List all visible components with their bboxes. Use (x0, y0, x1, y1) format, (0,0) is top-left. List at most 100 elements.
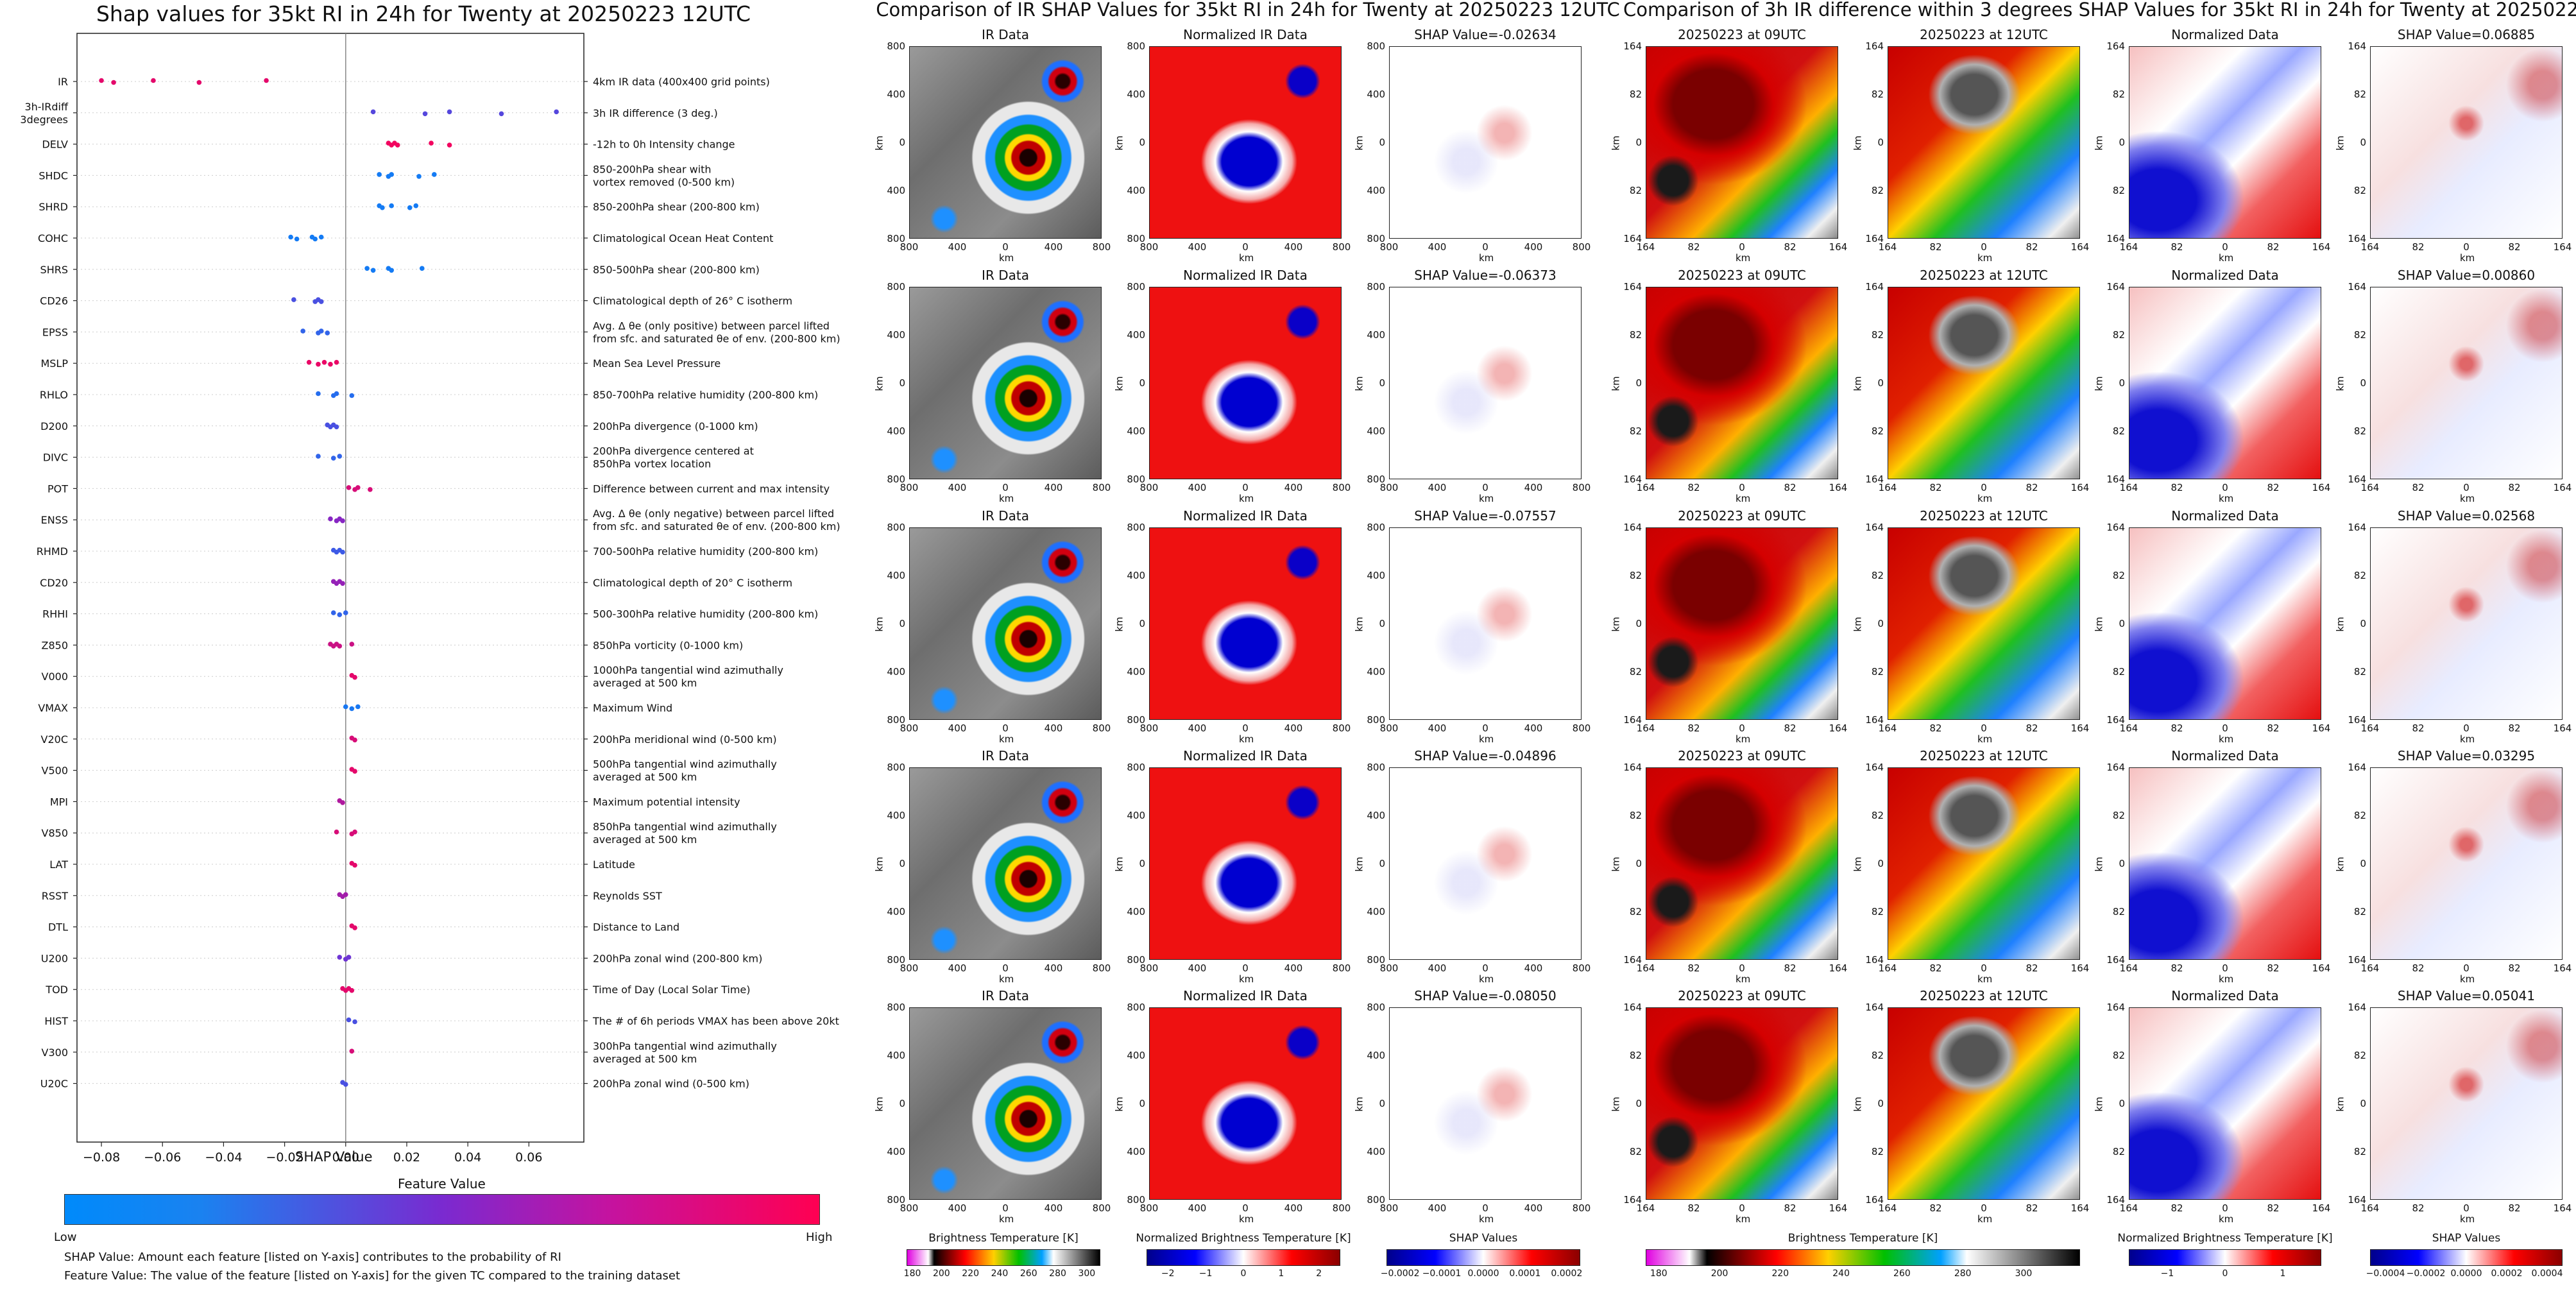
x-tick-label: 164 (1878, 962, 1897, 974)
y-axis-label: km (1852, 376, 1864, 391)
right-figure-title: Comparison of 3h IR difference within 3 … (1623, 0, 2576, 21)
y-tick-label: 0 (2119, 137, 2125, 148)
feature-description-label: 1000hPa tangential wind azimuthally avera… (593, 664, 783, 689)
x-tick-label: 164 (1829, 241, 1848, 253)
y-tick-label: 0 (1635, 1098, 1642, 1109)
x-axis-label: km (2460, 1213, 2475, 1225)
x-tick-label: 0 (1002, 962, 1009, 974)
y-tick-label: 400 (1367, 185, 1385, 196)
x-tick-label: 82 (1784, 1202, 1796, 1214)
y-tick-label: 400 (887, 185, 905, 196)
x-tick-label: 164 (2312, 1202, 2331, 1214)
colorbar-tick-label: 220 (1771, 1268, 1789, 1279)
y-tick-label: 82 (2353, 666, 2366, 678)
y-tick-label: 0 (1877, 858, 1884, 869)
colorbar-low-label: Low (54, 1231, 77, 1244)
y-tick-label: 82 (1629, 89, 1642, 100)
x-tick-label: 164 (1878, 1202, 1897, 1214)
panel-title: Normalized Data (2171, 748, 2279, 764)
ir-09utc-image (1646, 1007, 1838, 1200)
panel-title: SHAP Value=0.00860 (2397, 268, 2536, 283)
colorbar-tick-label: −0.0002 (1380, 1268, 1420, 1279)
y-tick-label: 164 (2106, 714, 2125, 726)
colorbar-tick-label: −1 (2160, 1268, 2174, 1279)
y-tick-label: 400 (887, 329, 905, 341)
diff-shap-image (2370, 46, 2563, 239)
colorbar-label: Brightness Temperature [K] (1787, 1232, 1938, 1245)
y-axis-label: km (1113, 617, 1125, 632)
x-tick-label: 800 (1092, 1202, 1111, 1214)
colorbar (2370, 1249, 2563, 1266)
shap-point (99, 78, 104, 83)
colorbar-tick-label: 0 (2222, 1268, 2228, 1279)
y-tick-label: 800 (1127, 40, 1145, 52)
x-tick-label: 164 (2360, 241, 2380, 253)
x-tick-label: 82 (2412, 1202, 2425, 1214)
feature-description-label: 850hPa vorticity (0-1000 km) (593, 639, 743, 651)
normalized-ir-image (1149, 527, 1342, 720)
y-tick-label: 0 (2119, 1098, 2125, 1109)
x-tick-label: 0.00 (332, 1150, 359, 1165)
x-axis-label: km (1736, 973, 1751, 985)
feature-name-label: U200 (41, 952, 68, 964)
colorbar-tick-label: 300 (1078, 1268, 1096, 1279)
y-tick-label: 400 (887, 1146, 905, 1157)
x-tick-label: 0 (1242, 1202, 1249, 1214)
feature-description-label: Time of Day (Local Solar Time) (592, 984, 750, 996)
x-axis-label: km (1977, 493, 1993, 504)
y-tick-label: 82 (2112, 329, 2125, 341)
x-tick-label: 82 (2267, 1202, 2280, 1214)
shap-point (447, 109, 452, 115)
colorbar-label: Normalized Brightness Temperature [K] (1136, 1232, 1351, 1245)
y-axis-label: km (1610, 135, 1622, 151)
y-tick-label: 0 (899, 137, 905, 148)
colorbar-tick-label: 240 (1832, 1268, 1850, 1279)
shap-point (294, 236, 300, 242)
x-tick-label: 164 (2553, 1202, 2572, 1214)
x-tick-label: 82 (1687, 722, 1700, 734)
y-tick-label: 164 (1865, 40, 1884, 52)
y-axis-label: km (1610, 376, 1622, 391)
y-tick-label: 0 (1877, 1098, 1884, 1109)
normalized-ir-image (1149, 287, 1342, 479)
colorbar-tick-label: 2 (1316, 1268, 1322, 1279)
x-tick-label: 800 (900, 962, 919, 974)
x-tick-label: 0 (1739, 482, 1745, 493)
y-tick-label: 800 (887, 233, 905, 244)
diff-shap-image (2370, 1007, 2563, 1200)
shap-point (330, 610, 336, 615)
x-tick-label: 400 (1188, 722, 1207, 734)
x-tick-label: 400 (1044, 722, 1063, 734)
feature-name-label: DTL (48, 921, 68, 934)
x-tick-label: 82 (1929, 482, 1942, 493)
feature-name-label: V20C (41, 733, 68, 746)
x-tick-label: 400 (1044, 241, 1063, 253)
x-tick-label: 0 (1482, 722, 1488, 734)
x-tick-label: 82 (2171, 722, 2183, 734)
y-tick-label: 800 (887, 474, 905, 485)
y-tick-label: 0 (2119, 618, 2125, 629)
y-axis-label: km (1353, 1097, 1365, 1112)
y-tick-label: 164 (1623, 474, 1642, 485)
y-tick-label: 800 (1127, 522, 1145, 533)
colorbar-tick-label: −0.0001 (1422, 1268, 1462, 1279)
x-tick-label: 400 (1188, 482, 1207, 493)
x-axis-label: km (2460, 252, 2475, 264)
x-tick-label: 800 (900, 722, 919, 734)
y-axis-label: km (873, 376, 885, 391)
x-tick-label: −0.08 (83, 1150, 120, 1165)
y-tick-label: 164 (1865, 522, 1884, 533)
y-tick-label: 400 (1367, 89, 1385, 100)
y-tick-label: 800 (887, 40, 905, 52)
panel-title: IR Data (982, 988, 1029, 1003)
feature-name-label: RHLO (40, 389, 68, 401)
y-tick-label: 82 (2112, 666, 2125, 678)
x-tick-label: 0 (1482, 241, 1488, 253)
y-tick-label: 82 (2112, 89, 2125, 100)
shap-point (352, 769, 357, 774)
colorbar-label: SHAP Values (2432, 1232, 2501, 1245)
y-axis-label: km (873, 617, 885, 632)
y-tick-label: 400 (1127, 425, 1145, 437)
y-tick-label: 82 (2353, 570, 2366, 581)
x-tick-label: 0 (1739, 1202, 1745, 1214)
